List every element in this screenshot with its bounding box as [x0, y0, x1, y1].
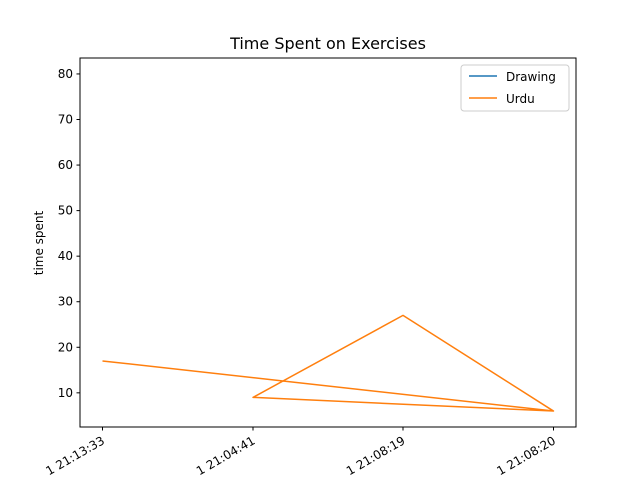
axes-frame — [79, 57, 577, 428]
y-tick-label: 40 — [58, 249, 73, 263]
chart-title: Time Spent on Exercises — [229, 34, 426, 53]
y-tick-label: 50 — [58, 204, 73, 218]
y-tick-label: 60 — [58, 158, 73, 172]
y-tick-label: 30 — [58, 295, 73, 309]
y-tick-label: 80 — [58, 67, 73, 81]
legend-label: Urdu — [506, 92, 535, 106]
y-axis-label: time spent — [32, 210, 46, 275]
legend-label: Drawing — [506, 70, 556, 84]
legend: Drawing Urdu — [460, 64, 570, 112]
y-tick-label: 70 — [58, 113, 73, 127]
series-line-urdu — [102, 314, 555, 412]
y-tick-label: 10 — [58, 386, 73, 400]
y-tick-label: 20 — [58, 340, 73, 354]
